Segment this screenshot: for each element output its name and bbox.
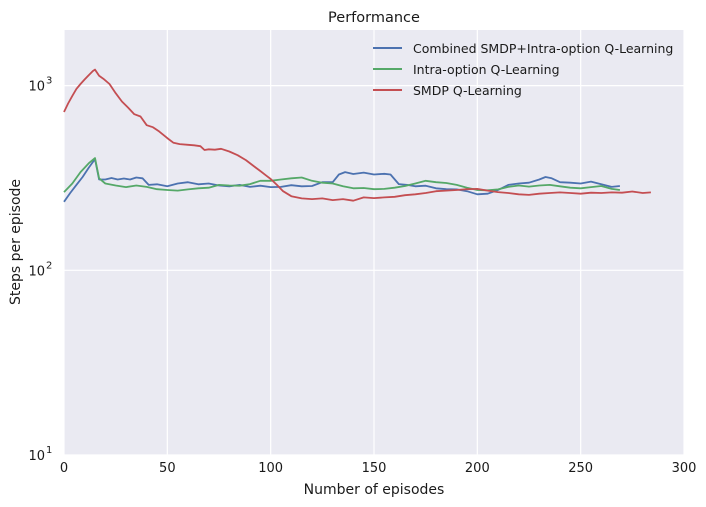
x-tick-label: 300: [672, 461, 697, 476]
y-tick-label: 10: [28, 264, 45, 279]
y-tick-exponent: 3: [46, 76, 52, 87]
legend: Combined SMDP+Intra-option Q-Learning Int…: [373, 41, 673, 98]
x-axis-label: Number of episodes: [304, 482, 445, 498]
x-tick-labels: 0 50 100 150 200 250 300: [60, 461, 697, 476]
y-tick-label: 10: [28, 449, 45, 464]
y-tick-exponent: 2: [46, 260, 52, 271]
x-tick-label: 250: [568, 461, 593, 476]
series-line-2: [63, 157, 621, 193]
legend-label: SMDP Q-Learning: [413, 83, 522, 98]
x-tick-label: 100: [258, 461, 283, 476]
x-tick-label: 50: [159, 461, 176, 476]
series-line-3: [63, 68, 651, 202]
x-tick-label: 0: [60, 461, 68, 476]
y-axis-label: Steps per episode: [8, 179, 24, 305]
legend-label: Intra-option Q-Learning: [413, 62, 560, 77]
x-tick-label: 150: [362, 461, 387, 476]
legend-label: Combined SMDP+Intra-option Q-Learning: [413, 41, 673, 56]
y-tick-exponent: 1: [46, 445, 52, 456]
x-tick-label: 200: [465, 461, 490, 476]
chart-title: Performance: [328, 10, 420, 26]
grid: [63, 30, 685, 456]
series-lines: [63, 68, 651, 203]
y-tick-label: 10: [28, 80, 45, 95]
